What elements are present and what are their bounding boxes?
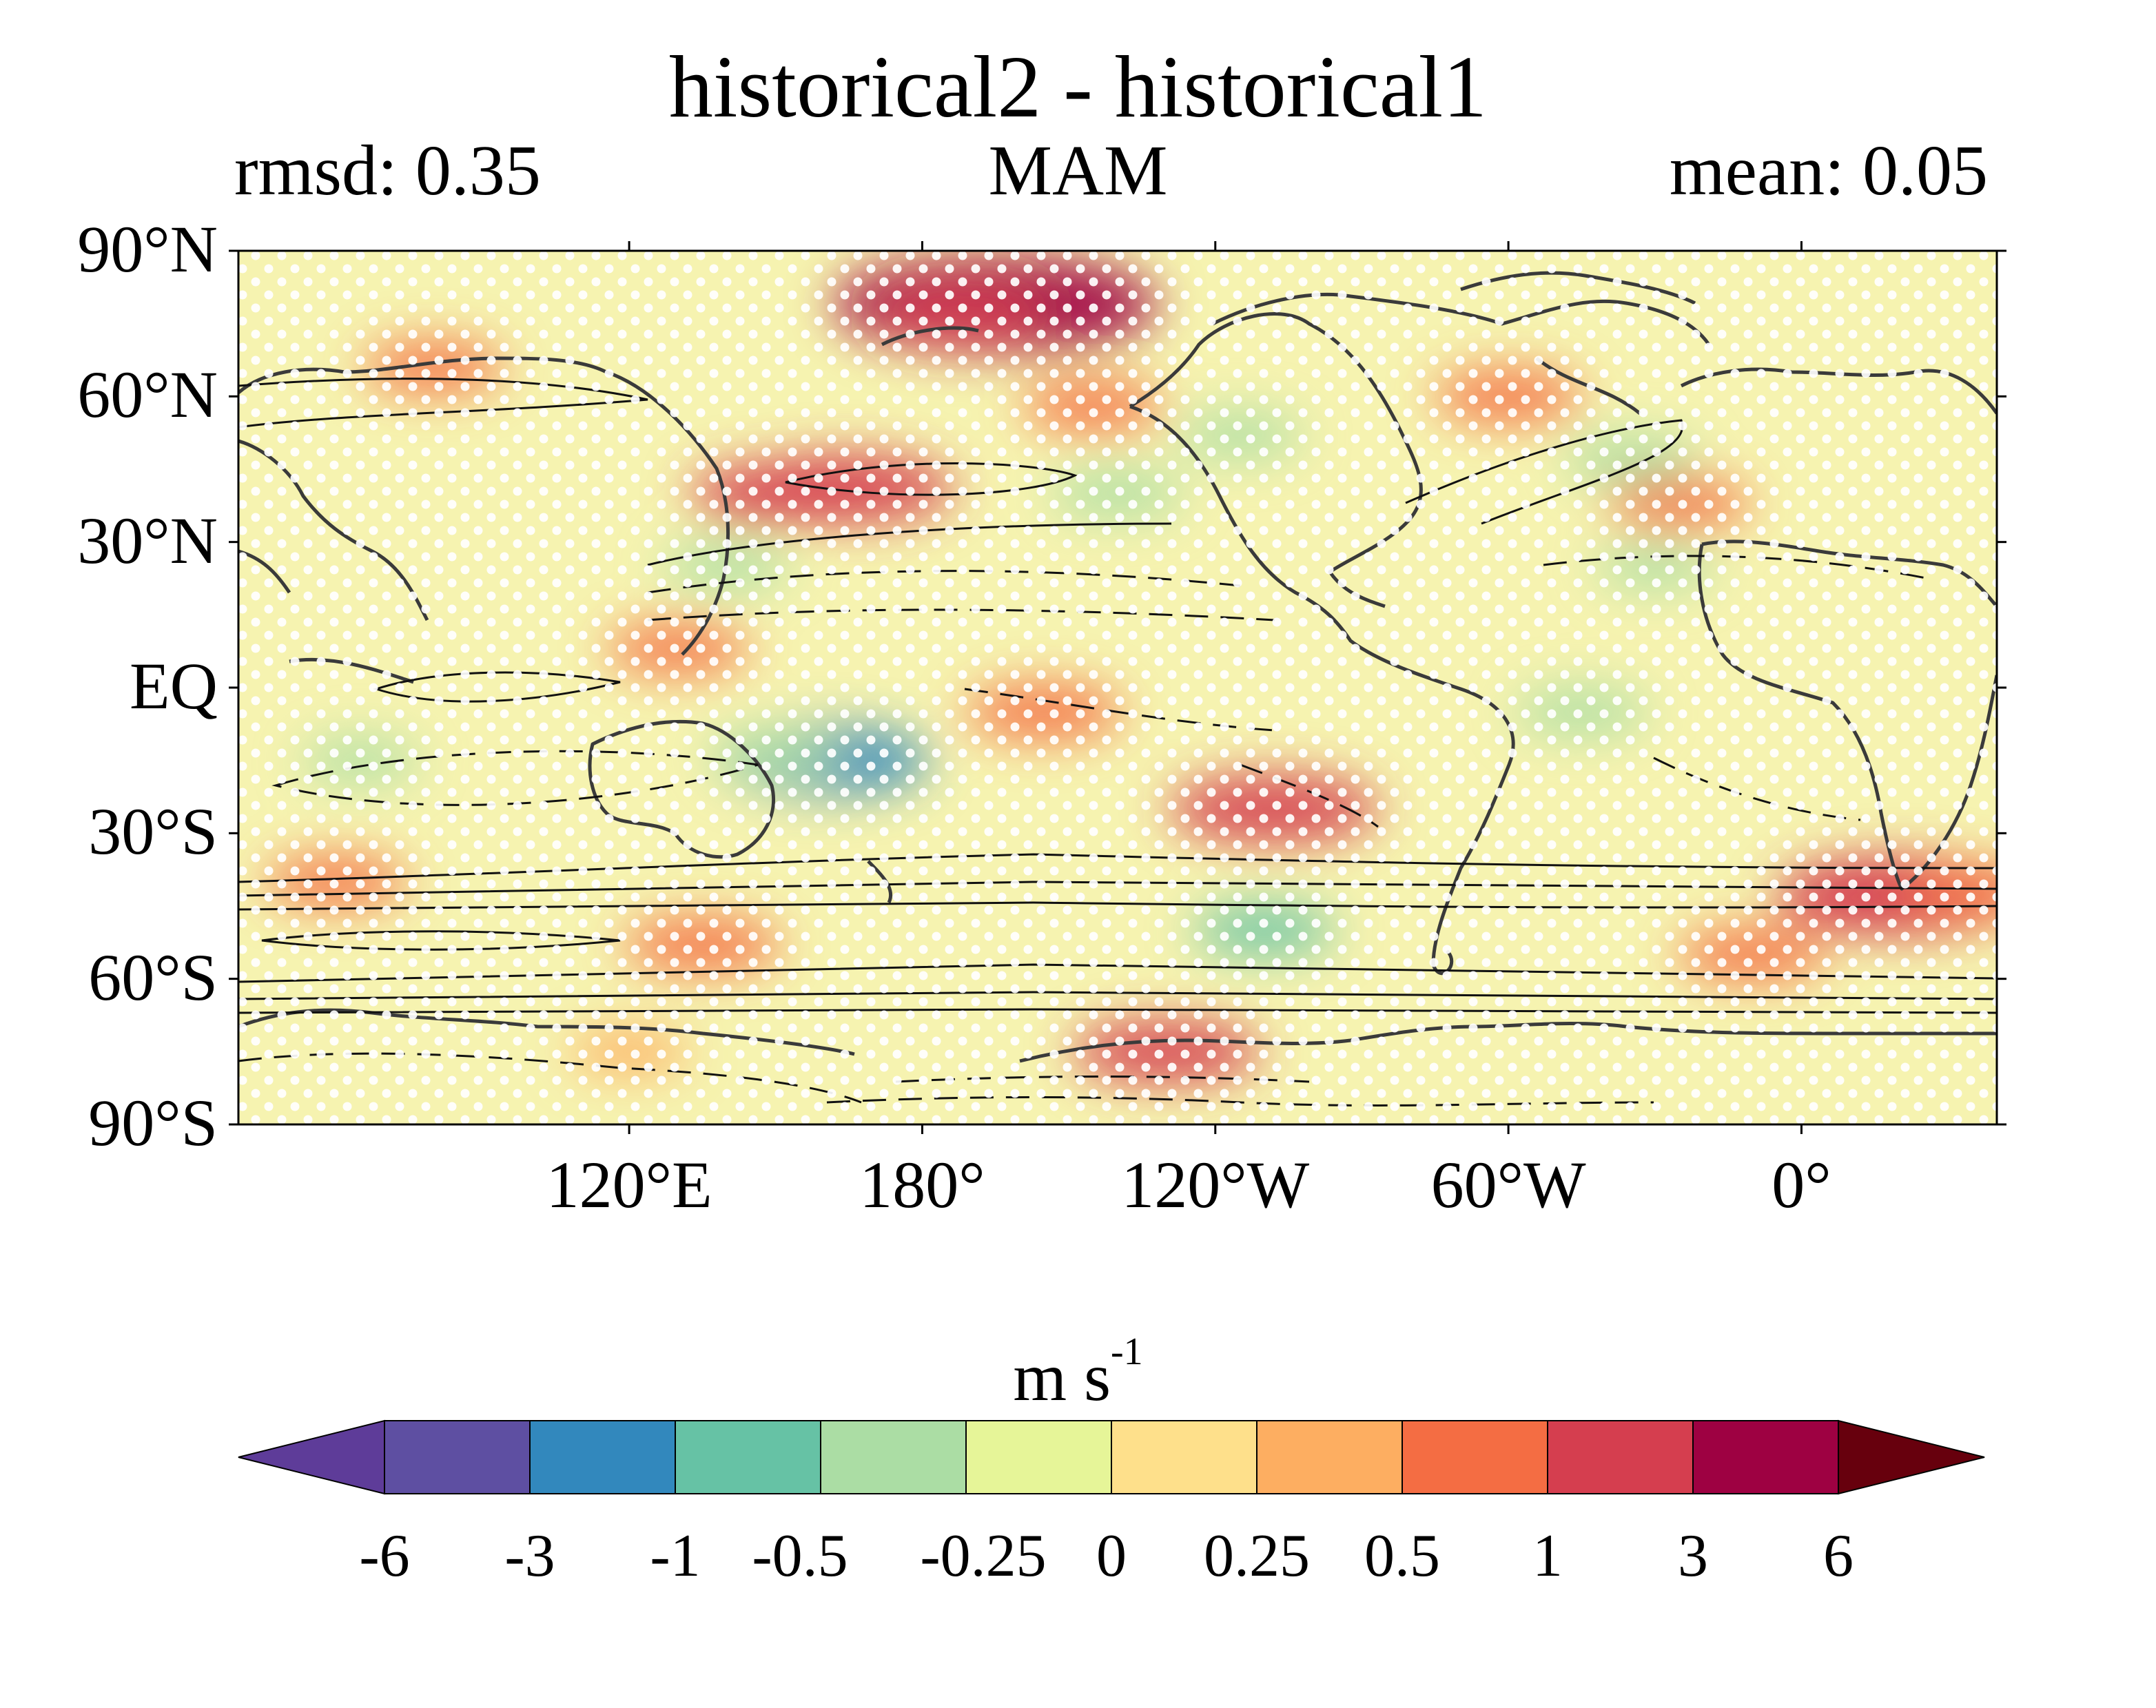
lon-tick-label: 180°: [859, 1148, 985, 1222]
colorbar-extend-max: [1838, 1419, 1985, 1495]
colorbar-tick-label: 1: [1532, 1523, 1563, 1589]
lon-tick-label: 60°W: [1430, 1148, 1586, 1222]
colorbar-tick-label: -3: [504, 1523, 555, 1589]
colorbar-tick-label: -6: [359, 1523, 410, 1589]
units-base: m s: [1013, 1339, 1111, 1415]
colorbar-segment: [1402, 1420, 1548, 1494]
lon-tick-label: 120°E: [546, 1148, 712, 1222]
colorbar-tick-label: -0.25: [920, 1523, 1047, 1589]
colorbar-segment: [820, 1420, 967, 1494]
colorbar-segment: [1111, 1420, 1257, 1494]
season-label: MAM: [988, 131, 1168, 210]
lat-tick-label: 60°N: [77, 358, 218, 432]
colorbar-segment: [675, 1420, 821, 1494]
colorbar-tick-label: 0: [1096, 1523, 1127, 1589]
colorbar-tick-label: -0.5: [752, 1523, 848, 1589]
lat-tick-label: 30°S: [88, 794, 218, 869]
lat-tick-label: 90°N: [77, 212, 218, 286]
colorbar-tick-label: 0.5: [1364, 1523, 1440, 1589]
colorbar-tick-label: 3: [1678, 1523, 1708, 1589]
lon-tick-label: 120°W: [1121, 1148, 1310, 1222]
lat-tick-label: 30°N: [77, 503, 218, 577]
colorbar-extend-min: [238, 1419, 385, 1495]
colorbar-tick-label: -1: [650, 1523, 701, 1589]
map-plot-area: [238, 251, 1997, 1124]
units-exponent: -1: [1111, 1330, 1143, 1373]
colorbar-tick-label: 6: [1823, 1523, 1854, 1589]
colorbar-segment: [1692, 1420, 1839, 1494]
map-title: historical2 - historical1: [668, 38, 1488, 136]
colorbar-segment: [384, 1420, 531, 1494]
colorbar-segment: [1256, 1420, 1403, 1494]
lat-tick-label: 90°S: [88, 1086, 218, 1160]
mean-stat: mean: 0.05: [1669, 131, 1988, 210]
rmsd-stat: rmsd: 0.35: [234, 131, 541, 210]
colorbar-segment: [1547, 1420, 1694, 1494]
colorbar-units: m s-1: [0, 1330, 2156, 1417]
colorbar: [238, 1419, 1985, 1495]
colorbar-segment: [965, 1420, 1112, 1494]
axis-ticks: [229, 241, 2006, 1134]
lat-tick-label: EQ: [130, 649, 218, 723]
colorbar-segment: [529, 1420, 676, 1494]
colorbar-tick-label: 0.25: [1204, 1523, 1310, 1589]
lat-tick-label: 60°S: [88, 940, 218, 1014]
significance-stippling: [238, 251, 1997, 1124]
lon-tick-label: 0°: [1772, 1148, 1831, 1222]
